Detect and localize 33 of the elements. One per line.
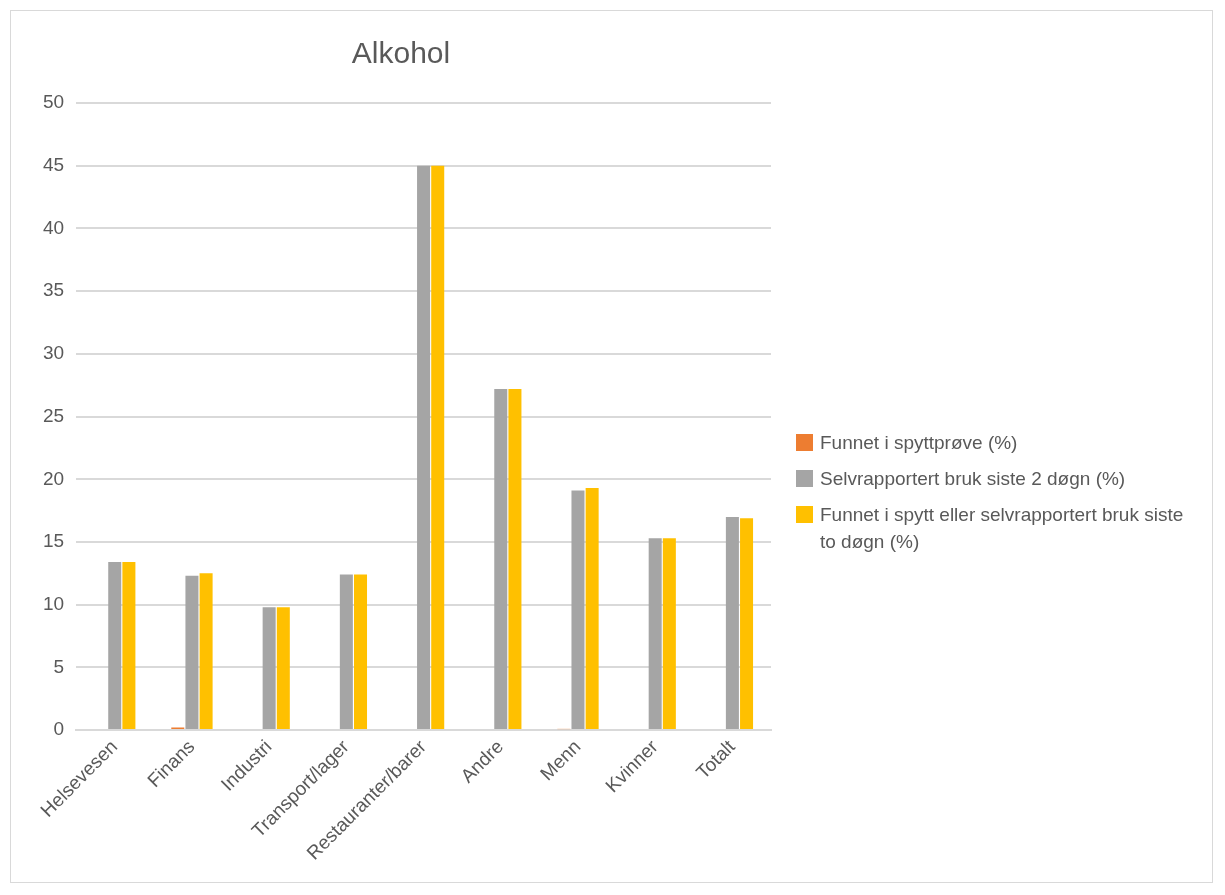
y-tick-label: 45	[42, 153, 65, 175]
y-tick-label: 10	[42, 592, 65, 614]
bar	[108, 562, 122, 730]
y-tick-label: 25	[42, 404, 65, 426]
y-tick-label: 15	[42, 530, 65, 552]
bar	[585, 488, 599, 730]
bar	[494, 388, 508, 730]
bar	[571, 490, 585, 730]
y-tick-label: 50	[42, 91, 65, 113]
legend-label: Funnet i spyttprøve (%)	[820, 431, 1018, 455]
legend-label: Funnet i spytt eller selvrapportert bruk siste to døgn (%)	[820, 503, 1185, 554]
bar	[648, 538, 662, 730]
y-tick-label: 20	[42, 467, 65, 489]
y-tick-label: 35	[42, 279, 65, 301]
y-tick-label: 40	[42, 216, 65, 238]
bar	[508, 388, 522, 730]
chart-title: Alkohol	[351, 36, 451, 70]
y-tick-label: 0	[53, 718, 65, 740]
bar	[662, 538, 676, 730]
bar	[262, 607, 276, 730]
bar	[354, 574, 368, 730]
y-tick-label: 5	[53, 655, 65, 677]
bar	[185, 575, 199, 730]
legend-label: Selvrapportert bruk siste 2 døgn (%)	[820, 467, 1126, 491]
bar	[339, 574, 353, 730]
bar	[417, 165, 431, 730]
bar	[725, 516, 739, 730]
bar	[122, 562, 136, 730]
bar	[199, 573, 213, 730]
bar	[740, 518, 754, 730]
bar	[276, 607, 290, 730]
bar	[431, 165, 445, 730]
y-tick-label: 30	[42, 342, 65, 364]
